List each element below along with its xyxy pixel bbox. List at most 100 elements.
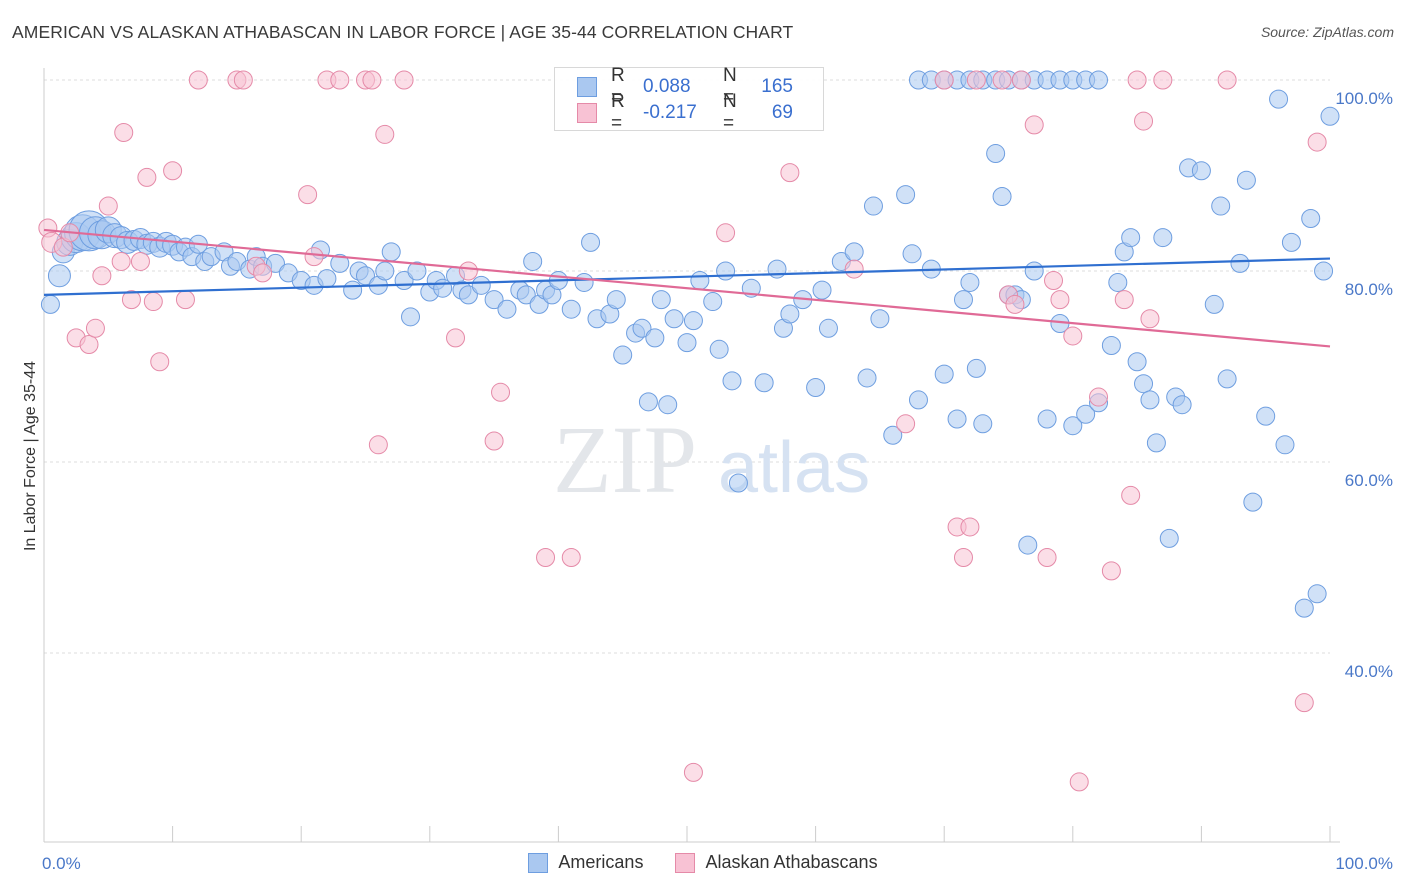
americans-point: [1121, 228, 1141, 248]
athabascan-point: [446, 328, 466, 348]
athabascan-point: [953, 548, 973, 567]
americans-point: [1037, 409, 1057, 429]
americans-point: [265, 253, 285, 273]
trend-lines: [43, 228, 1331, 348]
athabascan-point: [175, 290, 195, 310]
athabascan-point: [150, 352, 170, 372]
americans-point: [1230, 253, 1250, 273]
legend-row-athabascans: R = -0.217 N = 69: [577, 91, 793, 134]
series-legend: Americans Alaskan Athabascans: [0, 852, 1406, 873]
americans-point: [947, 409, 967, 429]
legend-r-value: -0.217: [643, 102, 697, 123]
americans-point: [1159, 528, 1179, 548]
americans-point: [1063, 416, 1083, 436]
americans-point: [606, 290, 626, 310]
athabascan-point: [304, 247, 324, 267]
legend-label-americans: Americans: [558, 852, 644, 872]
americans-point: [330, 253, 350, 273]
athabascan-point: [1307, 132, 1327, 152]
athabascan-point: [992, 70, 1012, 90]
legend-n-value: 69: [771, 102, 793, 123]
americans-point: [863, 196, 883, 216]
americans-point: [818, 318, 838, 338]
americans-point: [317, 269, 337, 289]
americans-point: [381, 242, 401, 262]
americans-point: [638, 392, 658, 412]
legend-swatch-americans: [528, 852, 549, 873]
americans-point: [497, 299, 517, 319]
americans-point: [857, 368, 877, 388]
americans-point: [1146, 433, 1166, 453]
americans-point: [484, 290, 504, 310]
americans-point: [645, 328, 665, 348]
americans-point: [1204, 294, 1224, 314]
americans-point: [806, 378, 826, 398]
athabascan-point: [484, 431, 504, 451]
americans-point: [664, 309, 684, 329]
americans-point: [1018, 535, 1038, 555]
americans-point: [709, 339, 729, 359]
americans-point: [812, 280, 832, 300]
americans-point: [1217, 369, 1237, 389]
athabascan-point: [1127, 70, 1147, 90]
americans-point: [516, 285, 536, 305]
americans-point: [1294, 598, 1314, 618]
y-tick-label: 40.0%: [1345, 662, 1393, 681]
americans-point: [40, 294, 60, 314]
americans-point: [1089, 70, 1109, 90]
legend-r-label: R =: [611, 65, 625, 108]
legend-r-value: 0.088: [643, 76, 691, 97]
athabascan-point: [536, 548, 556, 567]
y-tick-label: 80.0%: [1345, 280, 1393, 299]
athabascan-point: [375, 124, 395, 144]
series-alaskan-athabascans: [38, 70, 1327, 792]
athabascan-point: [1114, 290, 1134, 310]
americans-point: [1301, 208, 1321, 228]
athabascan-point: [1089, 387, 1109, 407]
athabascan-point: [98, 196, 118, 216]
athabascan-point: [233, 70, 253, 90]
athabascan-point: [79, 335, 99, 355]
americans-point: [651, 290, 671, 310]
athabascan-point: [1153, 70, 1173, 90]
athabascan-point: [394, 70, 414, 90]
athabascan-point: [92, 266, 112, 286]
americans-point: [902, 244, 922, 264]
americans-point: [343, 280, 363, 300]
athabascan-point: [362, 70, 382, 90]
athabascan-point: [1069, 772, 1089, 792]
americans-point: [683, 311, 703, 331]
athabascan-point: [1217, 70, 1237, 90]
athabascan-point: [683, 762, 703, 782]
americans-point: [908, 390, 928, 410]
americans-point: [581, 232, 601, 252]
tick-labels: 40.0% 60.0% 80.0% 100.0% 0.0% 100.0%: [42, 89, 1393, 873]
legend-label-athabascans: Alaskan Athabascans: [705, 852, 878, 872]
y-tick-label: 100.0%: [1335, 89, 1393, 108]
americans-point: [703, 292, 723, 312]
athabascan-point: [1134, 111, 1154, 131]
athabascan-point: [716, 223, 736, 243]
watermark-zip: ZIP: [553, 406, 697, 513]
athabascan-point: [780, 163, 800, 183]
athabascan-point: [896, 414, 916, 434]
americans-point: [1134, 374, 1154, 394]
americans-point: [883, 425, 903, 445]
americans-point: [1320, 106, 1340, 126]
athabascan-point: [121, 290, 141, 310]
americans-point: [1256, 406, 1276, 426]
americans-point: [632, 318, 652, 338]
americans-point: [458, 285, 478, 305]
americans-point: [722, 371, 742, 391]
legend-n-value: 165: [761, 76, 793, 97]
watermark: ZIP atlas: [553, 406, 870, 513]
americans-point: [1191, 161, 1211, 181]
athabascan-point: [1101, 561, 1121, 581]
legend-row-americans: R = 0.088 N = 165: [577, 65, 793, 108]
athabascan-point: [137, 167, 157, 187]
americans-point: [728, 473, 748, 493]
series-americans: [40, 70, 1340, 618]
americans-point: [960, 272, 980, 292]
athabascan-point: [1044, 271, 1064, 291]
athabascan-point: [1005, 294, 1025, 314]
